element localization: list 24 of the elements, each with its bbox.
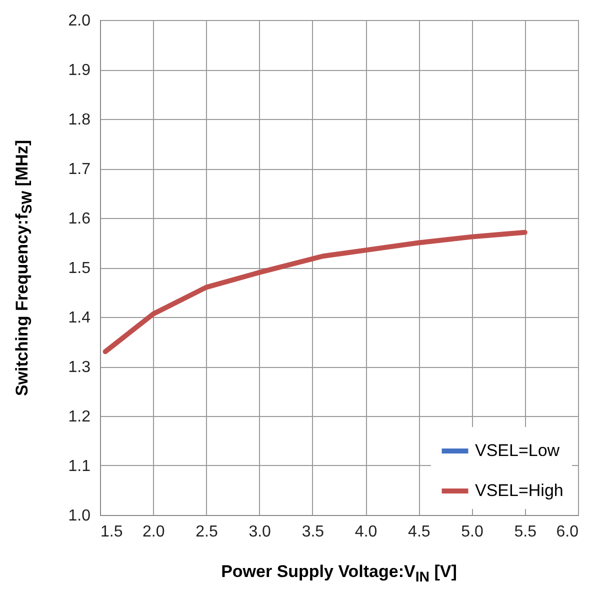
y-tick-label: 1.1: [68, 458, 91, 475]
x-tick-label: 2.0: [142, 524, 165, 540]
y-tick-label: 1.8: [68, 112, 91, 128]
x-tick-label: 2.5: [196, 524, 218, 540]
y-tick-label: 1.7: [68, 161, 91, 178]
x-tick-label: 3.0: [248, 524, 272, 540]
y-tick-label: 2.0: [68, 12, 91, 30]
legend-label: VSEL=High: [475, 481, 564, 500]
x-tick-label: 6.0: [556, 524, 579, 540]
x-tick-label: 5.0: [461, 524, 484, 540]
x-tick-label: 1.5: [100, 524, 123, 540]
y-tick-label: 1.3: [68, 359, 91, 376]
x-tick-label: 5.5: [514, 524, 537, 540]
y-tick-label: 1.0: [68, 508, 91, 524]
x-tick-label: 4.5: [408, 524, 430, 540]
x-tick-label: 4.0: [354, 524, 378, 540]
y-tick-label: 1.2: [68, 408, 91, 426]
y-tick-label: 1.5: [68, 260, 91, 277]
legend-label: VSEL=Low: [475, 441, 560, 460]
y-tick-label: 1.4: [68, 310, 91, 326]
x-tick-label: 3.5: [302, 524, 324, 540]
y-tick-label: 1.9: [68, 62, 91, 79]
x-axis-title: Power Supply Voltage:V$_{IN}$ [V]: [220, 562, 458, 586]
y-tick-label: 1.6: [68, 210, 91, 228]
